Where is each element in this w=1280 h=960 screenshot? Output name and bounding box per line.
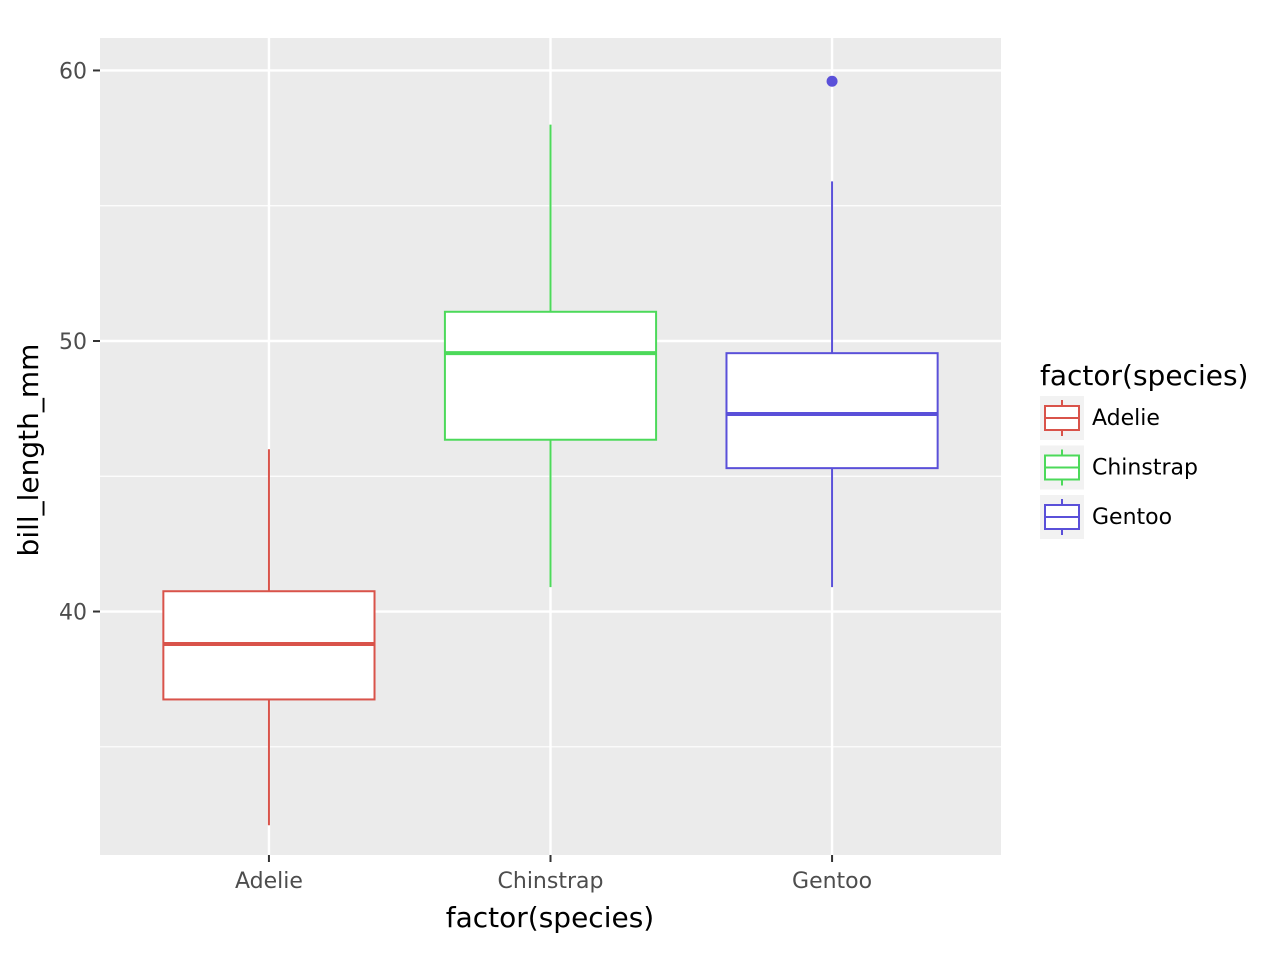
box-adelie	[162, 449, 376, 826]
boxes	[162, 75, 939, 826]
legend-label: Gentoo	[1092, 505, 1172, 530]
legend-item-chinstrap: Chinstrap	[1040, 445, 1198, 490]
legend-label: Adelie	[1092, 406, 1160, 431]
y-tick-label: 40	[59, 601, 87, 626]
outlier-point	[826, 75, 838, 87]
y-axis-title: bill_length_mm	[12, 344, 45, 557]
legend: factor(species) Adelie Chinstrap Gentoo	[1040, 359, 1248, 539]
box-gentoo	[725, 75, 939, 588]
box-chinstrap	[443, 124, 658, 588]
legend-item-gentoo: Gentoo	[1040, 495, 1172, 539]
legend-title: factor(species)	[1040, 359, 1248, 392]
y-tick-label: 60	[59, 59, 87, 84]
legend-item-adelie: Adelie	[1040, 396, 1160, 440]
box-iqr	[443, 310, 658, 441]
x-axis-title: factor(species)	[446, 901, 654, 934]
legend-label: Chinstrap	[1092, 456, 1198, 481]
box-iqr	[725, 352, 939, 470]
axes: 40 50 60 Adelie Chinstrap Gentoo	[59, 59, 872, 894]
x-tick-label: Gentoo	[792, 869, 872, 894]
x-tick-label: Adelie	[235, 869, 303, 894]
y-tick-label: 50	[59, 330, 87, 355]
x-tick-label: Chinstrap	[498, 869, 604, 894]
